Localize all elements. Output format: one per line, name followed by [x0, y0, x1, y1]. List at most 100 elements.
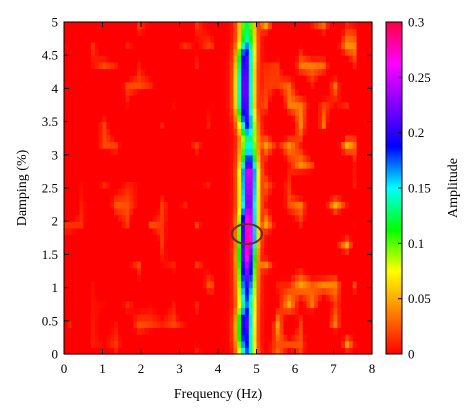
heatmap-cell: [264, 61, 269, 70]
heatmap-cell: [364, 307, 369, 315]
heatmap-cell: [356, 247, 362, 255]
heatmap-cell: [368, 61, 373, 70]
heatmap-cell: [244, 280, 250, 289]
heatmap-cell: [152, 294, 157, 302]
heatmap-cell: [364, 108, 369, 116]
heatmap-cell: [64, 221, 69, 229]
heatmap-cell: [314, 188, 319, 196]
heatmap-cell: [337, 188, 342, 196]
heatmap-cell: [287, 181, 292, 189]
heatmap-cell: [117, 61, 123, 70]
heatmap-cell: [348, 314, 354, 322]
heatmap-cell: [260, 181, 265, 189]
heatmap-cell: [283, 261, 288, 269]
heatmap-cell: [310, 161, 315, 169]
heatmap-cell: [287, 114, 292, 123]
heatmap-cell: [218, 340, 223, 348]
heatmap-cell: [302, 168, 308, 176]
heatmap-cell: [218, 81, 223, 89]
heatmap-cell: [125, 340, 131, 348]
heatmap-cell: [252, 327, 258, 335]
heatmap-cell: [364, 320, 369, 329]
heatmap-cell: [229, 247, 234, 255]
heatmap-cell: [241, 267, 246, 275]
heatmap-cell: [152, 254, 157, 262]
heatmap-cell: [256, 274, 261, 282]
heatmap-cell: [71, 280, 77, 289]
heatmap-cell: [279, 247, 285, 255]
heatmap-cell: [248, 227, 254, 236]
heatmap-cell: [325, 48, 331, 56]
heatmap-cell: [214, 247, 219, 255]
heatmap-cell: [156, 241, 161, 249]
heatmap-cell: [229, 267, 234, 275]
heatmap-cell: [148, 35, 154, 43]
heatmap-cell: [210, 274, 215, 282]
heatmap-cell: [160, 327, 165, 335]
heatmap-cell: [179, 294, 184, 302]
heatmap-cell: [352, 88, 358, 96]
heatmap-cell: [187, 148, 192, 156]
heatmap-cell: [337, 41, 342, 50]
heatmap-cell: [287, 154, 292, 163]
heatmap-cell: [75, 75, 80, 83]
heatmap-cell: [206, 68, 211, 76]
heatmap-cell: [314, 95, 319, 103]
heatmap-cell: [90, 154, 96, 163]
heatmap-cell: [164, 174, 169, 182]
heatmap-cell: [191, 101, 196, 109]
heatmap-cell: [260, 121, 265, 129]
heatmap-cell: [306, 148, 311, 156]
heatmap-cell: [333, 347, 338, 355]
heatmap-cell: [298, 214, 304, 222]
heatmap-cell: [83, 201, 88, 209]
heatmap-cell: [337, 35, 342, 43]
heatmap-cell: [79, 55, 84, 63]
heatmap-cell: [114, 61, 119, 70]
heatmap-cell: [137, 221, 142, 229]
heatmap-cell: [318, 294, 323, 302]
heatmap-cell: [152, 55, 157, 63]
heatmap-cell: [117, 300, 123, 309]
heatmap-cell: [241, 241, 246, 249]
heatmap-cell: [79, 101, 84, 109]
heatmap-cell: [198, 134, 204, 143]
heatmap-cell: [67, 287, 73, 295]
heatmap-cell: [98, 154, 104, 163]
heatmap-cell: [83, 227, 88, 236]
heatmap-cell: [360, 254, 365, 262]
heatmap-cell: [252, 287, 258, 295]
heatmap-cell: [264, 95, 269, 103]
heatmap-cell: [233, 22, 238, 30]
heatmap-cell: [83, 267, 88, 275]
heatmap-cell: [175, 320, 181, 329]
heatmap-cell: [152, 347, 157, 355]
heatmap-cell: [321, 307, 327, 315]
heatmap-cell: [241, 121, 246, 129]
heatmap-cell: [64, 327, 69, 335]
heatmap-cell: [148, 307, 154, 315]
heatmap-cell: [221, 221, 227, 229]
heatmap-cell: [256, 88, 261, 96]
heatmap-cell: [218, 294, 223, 302]
heatmap-cell: [129, 161, 134, 169]
heatmap-cell: [275, 81, 281, 89]
heatmap-cell: [194, 294, 200, 302]
heatmap-cell: [321, 221, 327, 229]
heatmap-cell: [90, 22, 96, 30]
heatmap-cell: [194, 22, 200, 30]
heatmap-cell: [137, 61, 142, 70]
heatmap-cell: [356, 261, 362, 269]
heatmap-cell: [102, 55, 107, 63]
heatmap-cell: [295, 154, 300, 163]
heatmap-cell: [248, 168, 254, 176]
heatmap-cell: [368, 320, 373, 329]
heatmap-cell: [248, 294, 254, 302]
heatmap-cell: [329, 154, 335, 163]
heatmap-cell: [221, 201, 227, 209]
heatmap-cell: [364, 61, 369, 70]
heatmap-cell: [310, 181, 315, 189]
heatmap-cell: [133, 334, 138, 342]
heatmap-cell: [79, 207, 84, 216]
